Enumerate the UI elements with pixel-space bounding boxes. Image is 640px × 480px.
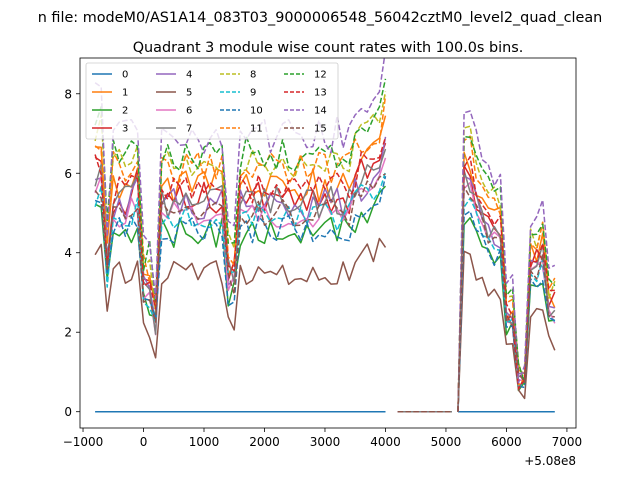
chart-title: Quadrant 3 module wise count rates with … bbox=[133, 40, 524, 56]
legend-label: 13 bbox=[314, 88, 327, 99]
legend-item-12[interactable]: 12 bbox=[284, 70, 327, 81]
series-line bbox=[94, 237, 387, 359]
plot-frame bbox=[79, 57, 577, 429]
series-lines bbox=[94, 58, 556, 413]
legend-label: 9 bbox=[250, 88, 256, 99]
series-line bbox=[457, 186, 555, 412]
legend-item-13[interactable]: 13 bbox=[284, 88, 327, 99]
legend-item-11[interactable]: 11 bbox=[220, 124, 263, 135]
legend-label: 10 bbox=[250, 106, 263, 117]
series-8 bbox=[94, 91, 556, 413]
y-tick-label: 0 bbox=[64, 405, 72, 419]
x-tick-label: 1000 bbox=[189, 435, 220, 449]
y-axis: 0 2 4 6 8 bbox=[64, 87, 80, 419]
series-line bbox=[94, 173, 386, 323]
legend-item-9[interactable]: 9 bbox=[220, 88, 256, 99]
legend-item-1[interactable]: 1 bbox=[92, 88, 128, 99]
series-line bbox=[457, 250, 556, 412]
legend-label: 0 bbox=[122, 70, 128, 81]
y-tick-label: 2 bbox=[64, 326, 72, 340]
legend-item-0[interactable]: 0 bbox=[92, 70, 128, 81]
series-4 bbox=[94, 136, 555, 413]
legend-label: 7 bbox=[186, 124, 192, 135]
x-tick-label: 4000 bbox=[370, 435, 401, 449]
legend-item-15[interactable]: 15 bbox=[284, 124, 327, 135]
legend-label: 15 bbox=[314, 124, 327, 135]
legend-label: 8 bbox=[250, 70, 256, 81]
series-9 bbox=[94, 171, 556, 413]
legend-item-7[interactable]: 7 bbox=[156, 124, 192, 135]
legend-label: 3 bbox=[122, 124, 128, 135]
x-tick-label: 2000 bbox=[249, 435, 280, 449]
x-axis: −1000 0 1000 2000 3000 4000 5000 6000 7000 bbox=[63, 428, 582, 449]
legend-item-2[interactable]: 2 bbox=[92, 106, 128, 117]
legend-label: 11 bbox=[250, 124, 263, 135]
y-tick-label: 6 bbox=[64, 167, 72, 181]
legend-label: 1 bbox=[122, 88, 128, 99]
legend-item-6[interactable]: 6 bbox=[156, 106, 192, 117]
series-11 bbox=[94, 95, 556, 413]
legend-label: 4 bbox=[186, 70, 192, 81]
legend-label: 14 bbox=[314, 106, 327, 117]
series-13 bbox=[94, 136, 555, 413]
x-offset-text: +5.08e8 bbox=[524, 454, 576, 468]
legend-item-3[interactable]: 3 bbox=[92, 124, 128, 135]
legend-item-5[interactable]: 5 bbox=[156, 88, 192, 99]
figure-suptitle: n file: modeM0/AS1A14_083T03_9000006548_… bbox=[38, 10, 603, 26]
series-line bbox=[457, 155, 555, 412]
x-tick-label: 7000 bbox=[552, 435, 583, 449]
series-line bbox=[457, 197, 556, 412]
series-line bbox=[457, 210, 556, 412]
y-tick-label: 8 bbox=[64, 87, 72, 101]
series-2 bbox=[94, 185, 555, 413]
legend-item-8[interactable]: 8 bbox=[220, 70, 256, 81]
series-line bbox=[457, 135, 556, 412]
legend-item-4[interactable]: 4 bbox=[156, 70, 192, 81]
series-line bbox=[457, 110, 556, 412]
x-tick-label: 6000 bbox=[491, 435, 522, 449]
legend-label: 6 bbox=[186, 106, 192, 117]
x-tick-label: 3000 bbox=[310, 435, 341, 449]
x-tick-label: −1000 bbox=[63, 435, 104, 449]
legend-label: 12 bbox=[314, 70, 327, 81]
legend-label: 5 bbox=[186, 88, 192, 99]
legend-item-14[interactable]: 14 bbox=[284, 106, 327, 117]
legend-frame bbox=[85, 62, 339, 140]
series-5 bbox=[94, 237, 556, 413]
series-10 bbox=[94, 176, 556, 413]
legend-item-10[interactable]: 10 bbox=[220, 106, 263, 117]
series-15 bbox=[94, 173, 555, 413]
series-line bbox=[94, 95, 387, 305]
series-line bbox=[94, 176, 387, 319]
legend-label: 2 bbox=[122, 106, 128, 117]
y-tick-label: 4 bbox=[64, 246, 72, 260]
x-tick-label: 5000 bbox=[431, 435, 462, 449]
series-1 bbox=[95, 115, 556, 413]
series-line bbox=[94, 136, 387, 310]
x-tick-label: 0 bbox=[140, 435, 148, 449]
